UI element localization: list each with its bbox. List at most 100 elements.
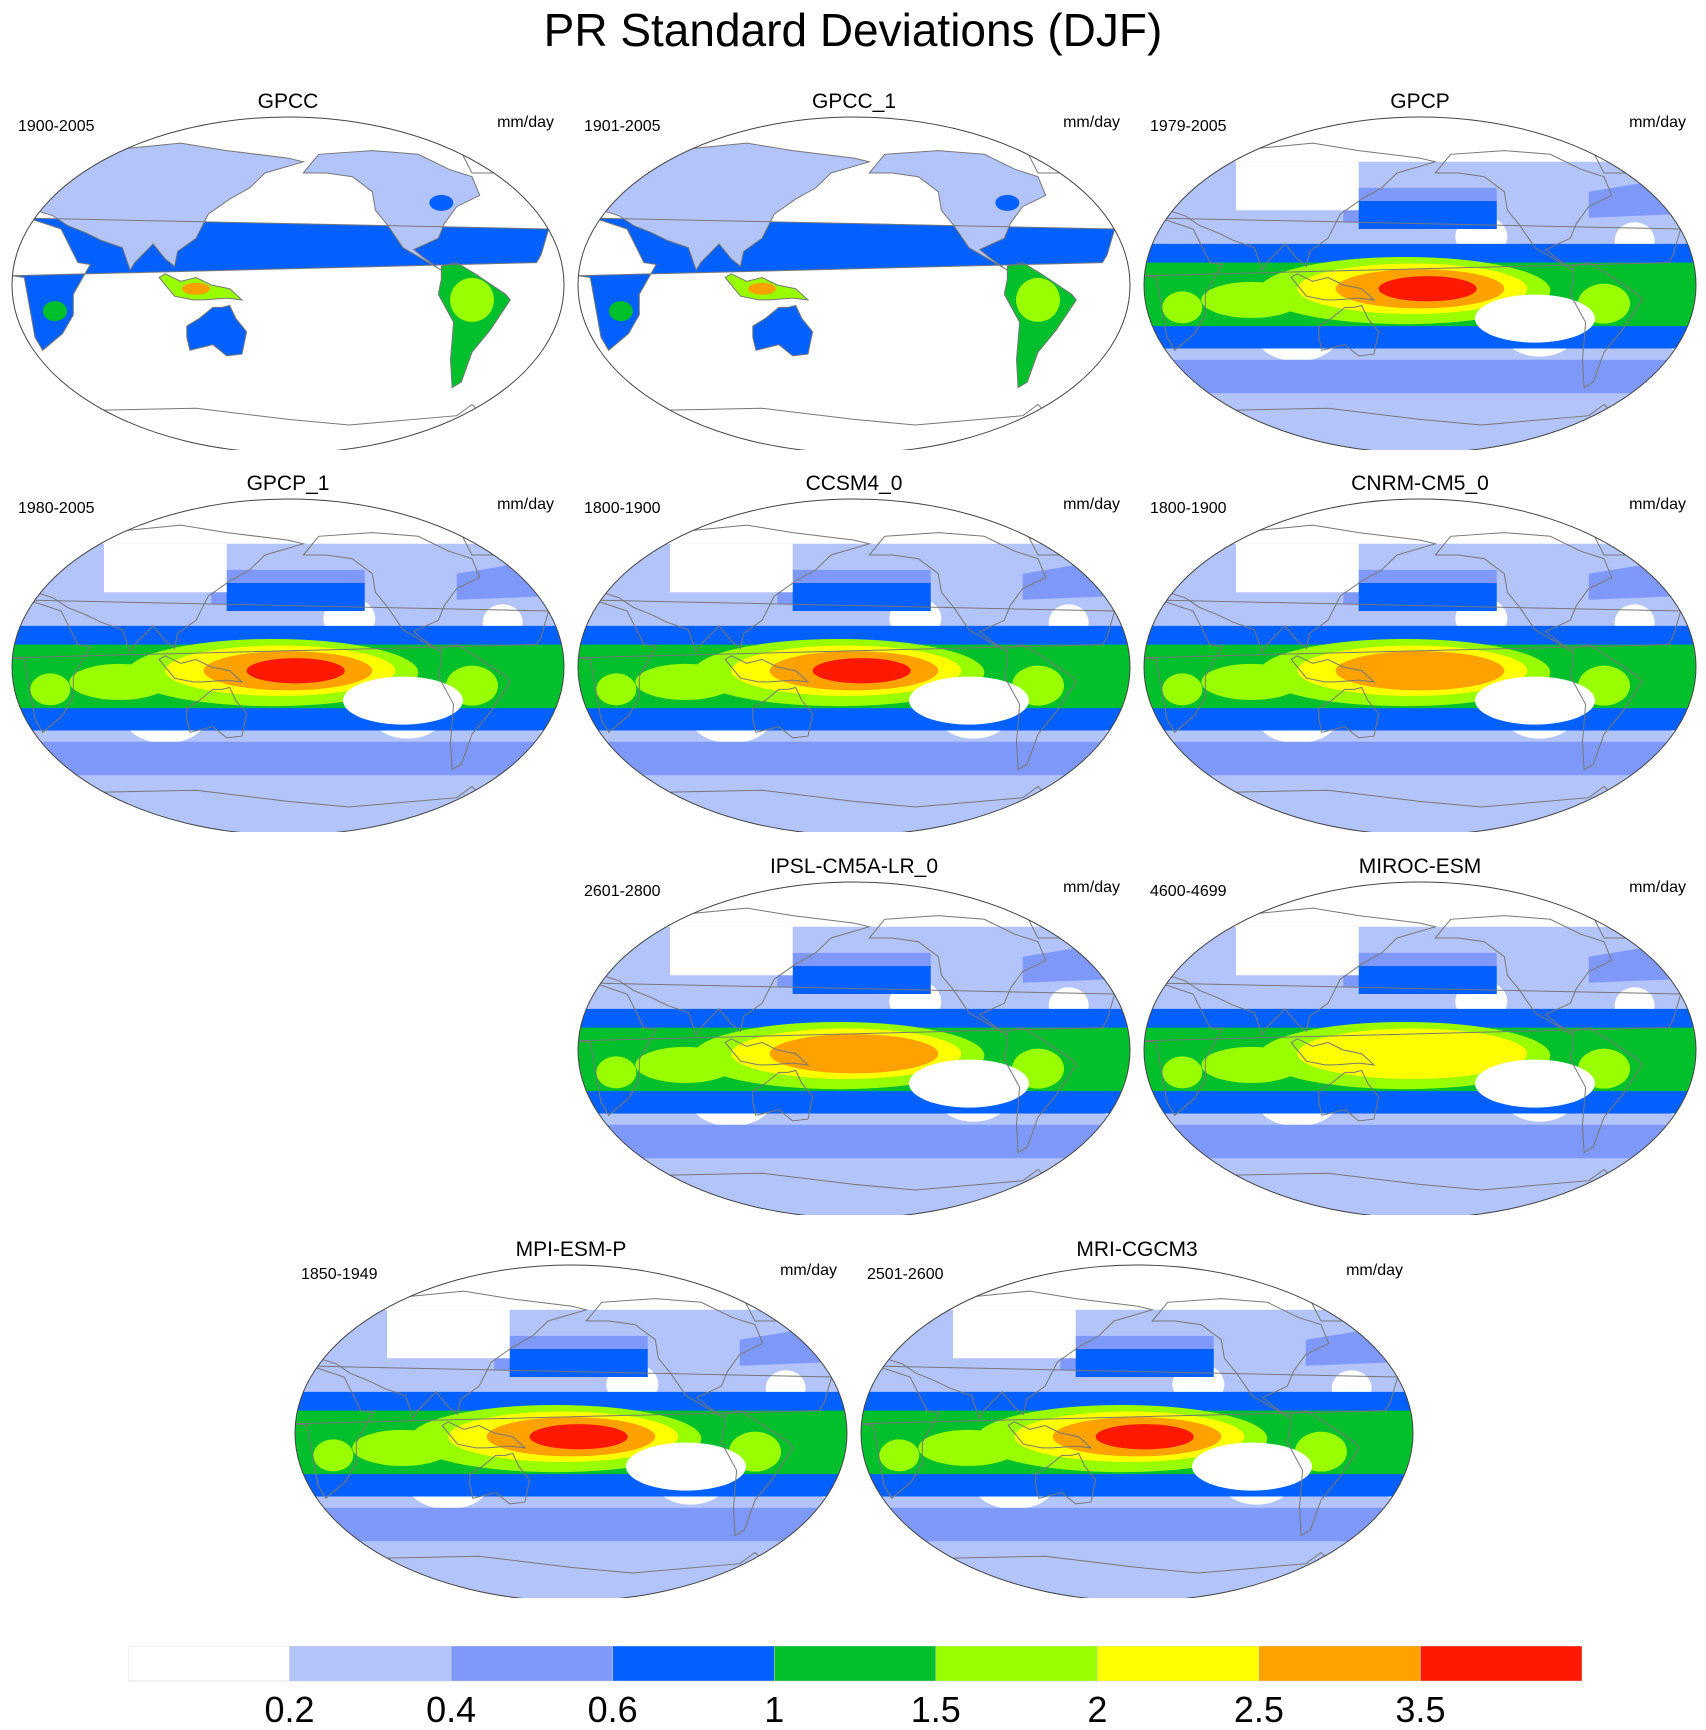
coastline-southAmerica: [1003, 1027, 1077, 1154]
map-panel-ccsm4-0: CCSM4_0 1800-1900 mm/day: [574, 472, 1134, 832]
map-ccsm4-0: [577, 498, 1131, 832]
coastline-northAmerica: [1151, 1298, 1330, 1419]
map-panel-mri-cgcm3: MRI-CGCM3 2501-2600 mm/day: [857, 1238, 1417, 1598]
cold-tongue: [626, 1442, 746, 1491]
colorbar-tick-label: 2.5: [1233, 1689, 1284, 1730]
colorbar-swatch: [1258, 1646, 1421, 1682]
map-gpcc: [11, 116, 565, 450]
southern-band: [295, 1507, 847, 1542]
coastline-northAmerica: [1434, 915, 1613, 1036]
indian-max: [1201, 1046, 1302, 1083]
map-field: [1144, 499, 1696, 832]
africa-max: [1162, 291, 1203, 324]
indian-max: [69, 663, 170, 700]
asia-dry: [1236, 161, 1359, 211]
map-panel-gpcc-1: GPCC_1 1901-2005 mm/day: [574, 90, 1134, 450]
coastline-antarctica: [578, 403, 1130, 450]
coastline-antarctica: [12, 403, 564, 450]
panel-title: GPCC: [257, 90, 319, 113]
variance-core: [1095, 1424, 1194, 1450]
variance-core: [1297, 1028, 1528, 1079]
map-gpcc-1: [577, 116, 1131, 450]
asia-dry: [670, 543, 793, 593]
indian-max: [1201, 281, 1302, 318]
cold-tongue: [343, 676, 463, 725]
period-label: 1900-2005: [18, 118, 95, 135]
panel-title: MIROC-ESM: [1358, 855, 1482, 878]
map-field: [578, 499, 1130, 832]
southern-band: [1144, 741, 1696, 776]
period-label: 2501-2600: [867, 1266, 944, 1283]
map-outline: [11, 498, 565, 832]
variance-core: [769, 1034, 939, 1074]
coastline-australia: [1318, 1069, 1380, 1122]
maritime-core: [748, 282, 776, 295]
coastline-indonesia: [1007, 1421, 1093, 1449]
land-northAmerica: [303, 150, 480, 271]
map-panel-gpcp: GPCP 1979-2005 mm/day: [1140, 90, 1700, 450]
cold-tongue: [1475, 294, 1595, 343]
panel-title: CCSM4_0: [805, 472, 903, 495]
panel-title: MPI-ESM-P: [515, 1238, 627, 1261]
coastline-eurasia: [578, 524, 872, 654]
coastline-australia: [186, 686, 248, 739]
map-panel-mpi-esm-p: MPI-ESM-P 1850-1949 mm/day: [291, 1238, 851, 1598]
coastline-northAmerica: [302, 532, 481, 653]
indian-max: [918, 1429, 1019, 1466]
land-europeW: [548, 191, 564, 218]
colorbar: [128, 1646, 1582, 1682]
coastline-australia: [186, 304, 248, 357]
map-panel-gpcp-1: GPCP_1 1980-2005 mm/day: [8, 472, 568, 832]
coastline-eurasia: [295, 1290, 589, 1420]
colorbar-swatch: [773, 1646, 937, 1682]
map-field: [12, 499, 564, 832]
coastline-antarctica: [1144, 1168, 1696, 1215]
map-outline: [577, 881, 1131, 1215]
npac-track: [509, 1349, 648, 1377]
colorbar-tick-label: 1.5: [910, 1689, 961, 1730]
coastline-eurasia: [1144, 142, 1438, 272]
coastline-northAmerica: [868, 532, 1047, 653]
period-label: 1979-2005: [1150, 118, 1227, 135]
land-eurasia: [578, 143, 870, 271]
colorbar-tick-label: 2: [1087, 1689, 1108, 1730]
coastline-indonesia: [1290, 1038, 1376, 1066]
map-field: [578, 882, 1130, 1215]
map-outline: [11, 116, 565, 450]
land-eurasia: [12, 143, 304, 271]
coastline-southAmerica: [1286, 1410, 1360, 1537]
coastline-eurasia: [861, 1290, 1155, 1420]
coastline-northAmerica: [585, 1298, 764, 1419]
na-east: [995, 194, 1020, 211]
coastline-indonesia: [1290, 273, 1376, 301]
coastline-australia: [1035, 1452, 1097, 1505]
period-label: 1850-1949: [301, 1266, 378, 1283]
map-ipsl-cm5a-lr-0: [577, 881, 1131, 1215]
map-field: [12, 117, 564, 450]
units-label: mm/day: [780, 1262, 837, 1279]
units-label: mm/day: [1346, 1262, 1403, 1279]
units-label: mm/day: [497, 114, 554, 131]
coastline-northAmerica: [868, 150, 1047, 271]
coastline-eurasia: [578, 142, 872, 272]
units-label: mm/day: [497, 496, 554, 513]
variance-core: [529, 1424, 628, 1450]
map-outline: [294, 1264, 848, 1598]
indian-max: [635, 1046, 736, 1083]
colorbar-swatch: [450, 1646, 613, 1682]
africa-max: [879, 1439, 920, 1472]
na-east: [429, 194, 454, 211]
coastline-europeW: [1680, 191, 1696, 219]
coastline-europeW: [1397, 1339, 1413, 1367]
period-label: 1800-1900: [584, 500, 661, 517]
indian-max: [635, 663, 736, 700]
units-label: mm/day: [1063, 114, 1120, 131]
colorbar-tick-label: 1: [764, 1689, 785, 1730]
period-label: 1980-2005: [18, 500, 95, 517]
variance-core: [812, 658, 911, 684]
colorbar-swatch: [612, 1646, 775, 1682]
coastline-eurasia: [12, 524, 306, 654]
indian-max: [1201, 663, 1302, 700]
cold-tongue: [1475, 676, 1595, 725]
coastline-southAmerica: [1569, 262, 1643, 389]
